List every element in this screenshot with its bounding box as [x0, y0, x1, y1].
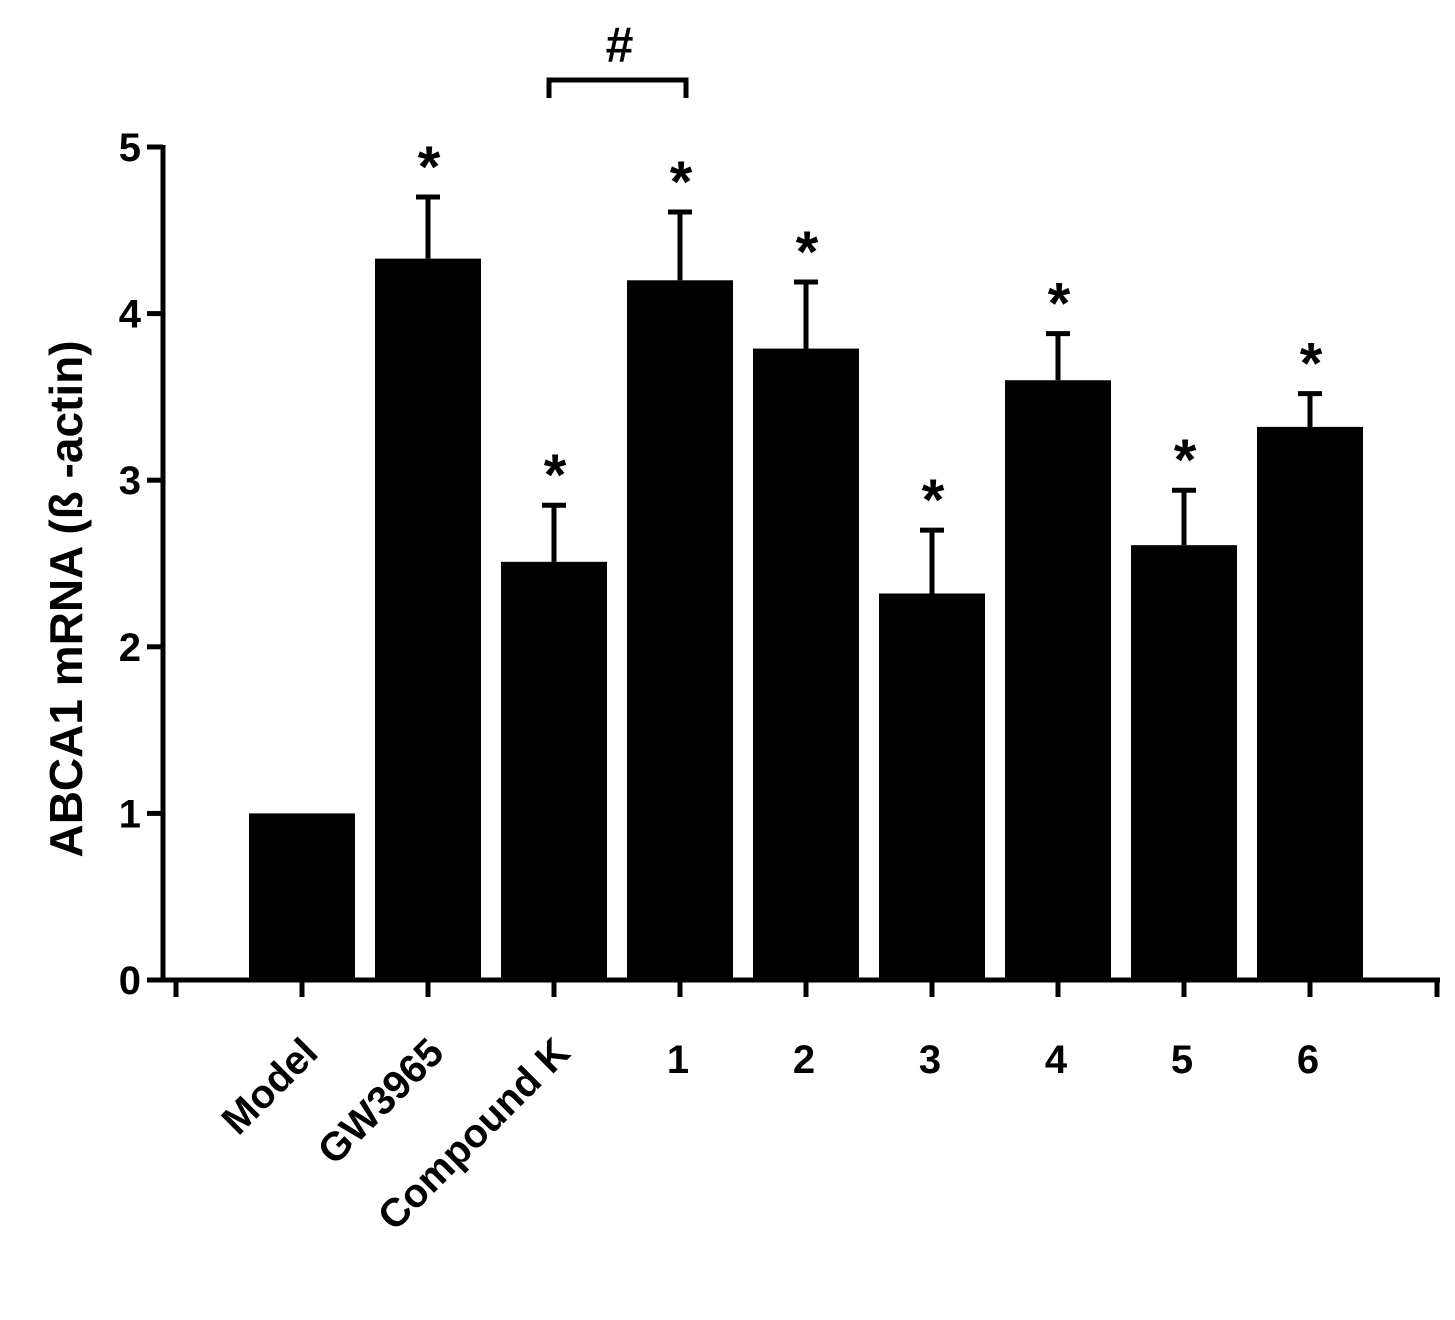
y-axis: 0 1 2 3 4 5 — [119, 126, 166, 1003]
bar — [753, 348, 859, 980]
bar — [1005, 380, 1111, 980]
x-tick-label: 4 — [1045, 1038, 1068, 1082]
bar — [627, 280, 733, 980]
comparison-bracket: # — [546, 17, 689, 98]
x-tick-label: 1 — [667, 1038, 689, 1082]
y-tick-label: 1 — [119, 792, 141, 836]
x-tick-label: 5 — [1171, 1038, 1193, 1082]
significance-mark: * — [670, 150, 693, 215]
bar — [501, 561, 607, 980]
y-tick-label: 0 — [119, 959, 141, 1003]
bar — [1131, 545, 1237, 980]
bar — [1257, 426, 1363, 980]
bracket-line — [546, 77, 689, 98]
x-tick-label: Model — [214, 1030, 327, 1143]
significance-marks: * * * * * * * * — [418, 135, 1323, 533]
error-bars — [416, 194, 1322, 594]
x-tick-label: 3 — [919, 1038, 941, 1082]
bar — [249, 813, 355, 980]
y-tick-label: 3 — [119, 459, 141, 503]
bar — [375, 258, 481, 980]
significance-mark: * — [1174, 428, 1197, 493]
bar — [879, 593, 985, 980]
significance-mark: * — [418, 135, 441, 200]
y-tick-label: 4 — [119, 293, 142, 337]
y-tick-label: 5 — [119, 126, 141, 170]
y-tick-label: 2 — [119, 626, 141, 670]
significance-mark: * — [922, 468, 945, 533]
significance-mark: * — [544, 443, 567, 508]
significance-mark: * — [796, 220, 819, 285]
significance-mark: * — [1300, 332, 1323, 397]
bars — [249, 258, 1363, 980]
x-tick-label: 6 — [1297, 1038, 1319, 1082]
significance-mark: * — [1048, 272, 1071, 337]
bracket-label: # — [606, 17, 634, 73]
y-axis-label: ABCA1 mRNA (ß -actin) — [40, 340, 92, 857]
x-tick-label: 2 — [793, 1038, 815, 1082]
